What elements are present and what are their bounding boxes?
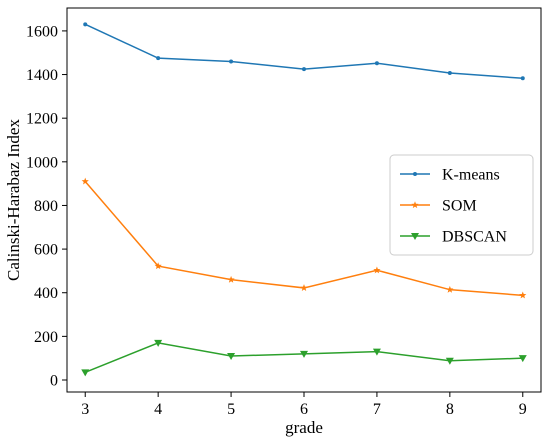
y-tick-label: 200 — [34, 329, 58, 346]
data-point-dbscan — [81, 369, 90, 377]
x-axis: 3 4 5 6 7 8 9 — [81, 392, 527, 418]
legend: K-means SOM DBSCAN — [389, 154, 534, 256]
y-tick-label: 800 — [34, 198, 58, 215]
x-tick-label: 5 — [227, 401, 235, 418]
y-axis-label: Calinski-Harabaz Index — [4, 119, 23, 281]
y-tick-label: 1600 — [26, 23, 58, 40]
y-axis: 0 200 400 600 800 1000 1200 1400 1600 — [26, 23, 67, 390]
data-point-k-means — [83, 22, 88, 27]
data-point-som — [81, 177, 89, 185]
data-point-dbscan — [518, 355, 527, 363]
y-tick-label: 600 — [34, 242, 58, 259]
data-point-dbscan — [372, 348, 381, 356]
legend-marker — [411, 233, 419, 240]
data-point-som — [154, 262, 162, 270]
data-point-som — [373, 266, 381, 274]
legend-item-som: SOM — [400, 198, 477, 215]
legend-item-k-means: K-means — [400, 167, 500, 184]
legend-label: DBSCAN — [442, 229, 507, 246]
data-point-k-means — [447, 71, 452, 76]
x-axis-label: grade — [285, 418, 323, 437]
data-point-som — [227, 275, 235, 283]
data-point-k-means — [374, 61, 379, 66]
data-point-k-means — [520, 76, 525, 81]
data-point-dbscan — [445, 357, 454, 365]
x-tick-label: 9 — [519, 401, 527, 418]
x-tick-label: 4 — [154, 401, 162, 418]
data-point-dbscan — [300, 350, 308, 358]
series-layer — [81, 22, 527, 377]
legend-marker — [411, 201, 419, 209]
x-tick-label: 6 — [300, 401, 308, 418]
data-point-k-means — [156, 56, 161, 61]
data-point-dbscan — [154, 339, 163, 347]
x-tick-label: 8 — [446, 401, 454, 418]
data-point-som — [300, 284, 308, 291]
legend-item-dbscan: DBSCAN — [400, 229, 507, 246]
series-som — [81, 177, 527, 299]
series-dbscan — [81, 339, 527, 377]
x-tick-label: 3 — [81, 401, 89, 418]
series-k-means — [83, 22, 525, 81]
data-point-dbscan — [227, 353, 236, 360]
data-point-som — [519, 291, 527, 299]
legend-box — [389, 154, 534, 256]
y-tick-label: 400 — [34, 285, 58, 302]
y-tick-label: 1200 — [26, 111, 58, 128]
legend-marker — [413, 172, 417, 176]
data-point-k-means — [302, 67, 306, 72]
legend-label: K-means — [442, 167, 500, 184]
data-point-som — [446, 285, 454, 293]
legend-label: SOM — [442, 198, 477, 215]
x-tick-label: 7 — [373, 401, 381, 418]
y-tick-label: 0 — [50, 373, 58, 390]
data-point-k-means — [229, 59, 234, 64]
y-tick-label: 1000 — [26, 154, 58, 171]
y-tick-label: 1400 — [26, 67, 58, 84]
